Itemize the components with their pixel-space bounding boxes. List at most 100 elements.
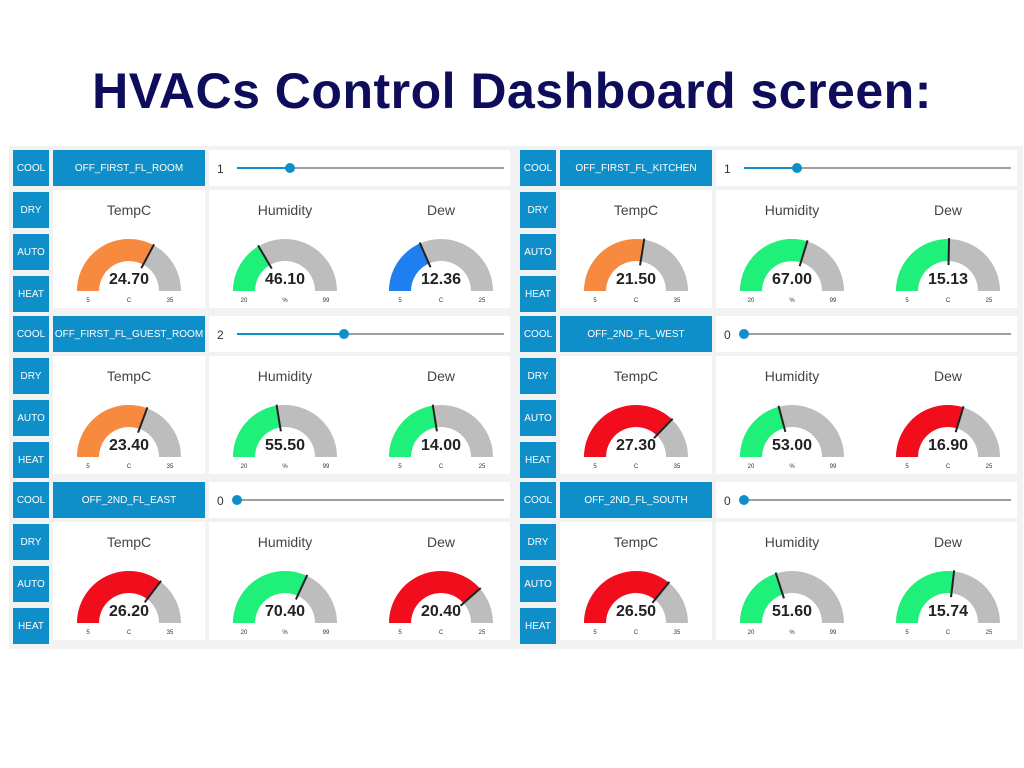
gauge-unit-label: % [282, 464, 288, 470]
gauge-unit-label: C [127, 298, 132, 304]
gauge-max-label: 99 [323, 298, 330, 304]
gauge-min-label: 5 [86, 298, 90, 304]
mode-button-dry[interactable]: DRY [520, 524, 556, 560]
mode-button-heat[interactable]: HEAT [13, 608, 49, 644]
gauge-title: Humidity [257, 202, 313, 218]
gauge-fill [896, 405, 964, 457]
gauge-title: Dew [426, 368, 455, 384]
slider-track[interactable] [237, 163, 504, 173]
gauge-fill [896, 239, 950, 291]
slider-track[interactable] [739, 329, 1011, 339]
gauge-value: 26.20 [109, 603, 149, 620]
gauge-fill [740, 573, 783, 623]
gauge-fill [896, 571, 955, 623]
gauge-dial: 55.50 20% 99 [233, 404, 337, 470]
slider-thumb[interactable] [285, 163, 296, 173]
mode-button-dry[interactable]: DRY [13, 192, 49, 228]
mode-button-cool[interactable]: COOL [13, 150, 49, 186]
gauge-humidity: Humidity 55.50 20% 99 [209, 356, 361, 474]
gauge-fill [77, 405, 148, 457]
mode-button-heat[interactable]: HEAT [13, 442, 49, 478]
mode-button-cool[interactable]: COOL [13, 482, 49, 518]
room-button[interactable]: OFF_FIRST_FL_KITCHEN [560, 150, 712, 186]
gauge-humidity: Humidity 51.60 20% 99 [716, 522, 868, 640]
gauge-min-label: 5 [593, 630, 597, 636]
slider-fill [237, 333, 344, 335]
gauge-value: 70.40 [265, 603, 305, 620]
room-button[interactable]: OFF_2ND_FL_WEST [560, 316, 712, 352]
gauge-value: 46.10 [265, 271, 305, 288]
mode-button-auto[interactable]: AUTO [13, 234, 49, 270]
room-button[interactable]: OFF_FIRST_FL_ROOM [53, 150, 205, 186]
room-button[interactable]: OFF_2ND_FL_SOUTH [560, 482, 712, 518]
slider-thumb[interactable] [739, 495, 749, 505]
slider-track[interactable] [232, 495, 504, 505]
gauge-fill [233, 246, 270, 291]
slider-track[interactable] [744, 163, 1011, 173]
slider-track[interactable] [739, 495, 1011, 505]
mode-button-auto[interactable]: AUTO [520, 566, 556, 602]
mode-button-cool[interactable]: COOL [13, 316, 49, 352]
gauge-dial: 24.70 5 C 35 [77, 239, 181, 304]
slider-value: 1 [724, 162, 731, 176]
slider-track[interactable] [237, 329, 504, 339]
slider-thumb[interactable] [338, 329, 349, 339]
gauge-dew: Dew 15.13 5 C 25 [872, 190, 1024, 308]
mode-button-dry[interactable]: DRY [13, 524, 49, 560]
gauge-fill [233, 571, 307, 623]
page-title: HVACs Control Dashboard screen: [92, 63, 932, 119]
slider-thumb[interactable] [232, 495, 242, 505]
gauge-needle [459, 587, 482, 607]
mode-button-cool[interactable]: COOL [520, 482, 556, 518]
gauge-title: Humidity [764, 534, 820, 550]
gauge-needle [639, 238, 646, 266]
mode-button-heat[interactable]: HEAT [13, 276, 49, 312]
mode-button-auto[interactable]: AUTO [520, 234, 556, 270]
gauge-dial: 46.10 20% 99 [233, 239, 337, 304]
gauge-value: 23.40 [109, 437, 149, 454]
mode-button-auto[interactable]: AUTO [520, 400, 556, 436]
mode-button-cool[interactable]: COOL [520, 316, 556, 352]
gauge-max-label: 25 [986, 298, 993, 304]
gauge-dial: 67.00 20% 99 [740, 239, 844, 304]
gauge-unit-label: C [946, 630, 951, 636]
room-button[interactable]: OFF_FIRST_FL_GUEST_ROOM [53, 316, 205, 352]
gauge-min-label: 5 [905, 464, 909, 470]
mode-button-heat[interactable]: HEAT [520, 442, 556, 478]
gauge-unit-label: C [634, 464, 639, 470]
slider-thumb[interactable] [792, 163, 803, 173]
gauge-value: 26.50 [616, 603, 656, 620]
mode-button-auto[interactable]: AUTO [13, 566, 49, 602]
gauge-min-label: 5 [86, 464, 90, 470]
mode-button-cool[interactable]: COOL [520, 150, 556, 186]
gauge-unit-label: C [946, 464, 951, 470]
mode-button-dry[interactable]: DRY [520, 358, 556, 394]
gauge-tempc: TempC 27.30 5 C 35 [560, 356, 712, 474]
gauge-title: Humidity [257, 534, 313, 550]
gauge-unit-label: % [282, 298, 288, 304]
gauge-max-label: 25 [479, 464, 486, 470]
hvac-panel: COOL DRY AUTO HEAT OFF_2ND_FL_WEST 0 TempC 27.3… [516, 312, 1021, 478]
gauge-title: Dew [426, 534, 455, 550]
mode-button-heat[interactable]: HEAT [520, 608, 556, 644]
gauge-min-label: 5 [398, 464, 402, 470]
gauge-max-label: 99 [830, 298, 837, 304]
gauge-unit-label: % [789, 630, 795, 636]
gauge-needle [140, 243, 155, 269]
gauge-dial: 21.50 5 C 35 [584, 238, 688, 304]
room-button[interactable]: OFF_2ND_FL_EAST [53, 482, 205, 518]
gauge-needle [257, 244, 273, 270]
gauge-needle [954, 406, 965, 433]
mode-button-dry[interactable]: DRY [13, 358, 49, 394]
fan-speed-slider: 0 [716, 316, 1017, 352]
gauge-needle [137, 406, 149, 433]
mode-button-auto[interactable]: AUTO [13, 400, 49, 436]
mode-button-dry[interactable]: DRY [520, 192, 556, 228]
slider-thumb[interactable] [739, 329, 749, 339]
gauge-title: Humidity [764, 202, 820, 218]
slider-value: 0 [724, 328, 731, 342]
mode-button-heat[interactable]: HEAT [520, 276, 556, 312]
gauge-value: 53.00 [772, 437, 812, 454]
gauge-title: Dew [933, 368, 962, 384]
gauge-title: TempC [613, 202, 659, 218]
